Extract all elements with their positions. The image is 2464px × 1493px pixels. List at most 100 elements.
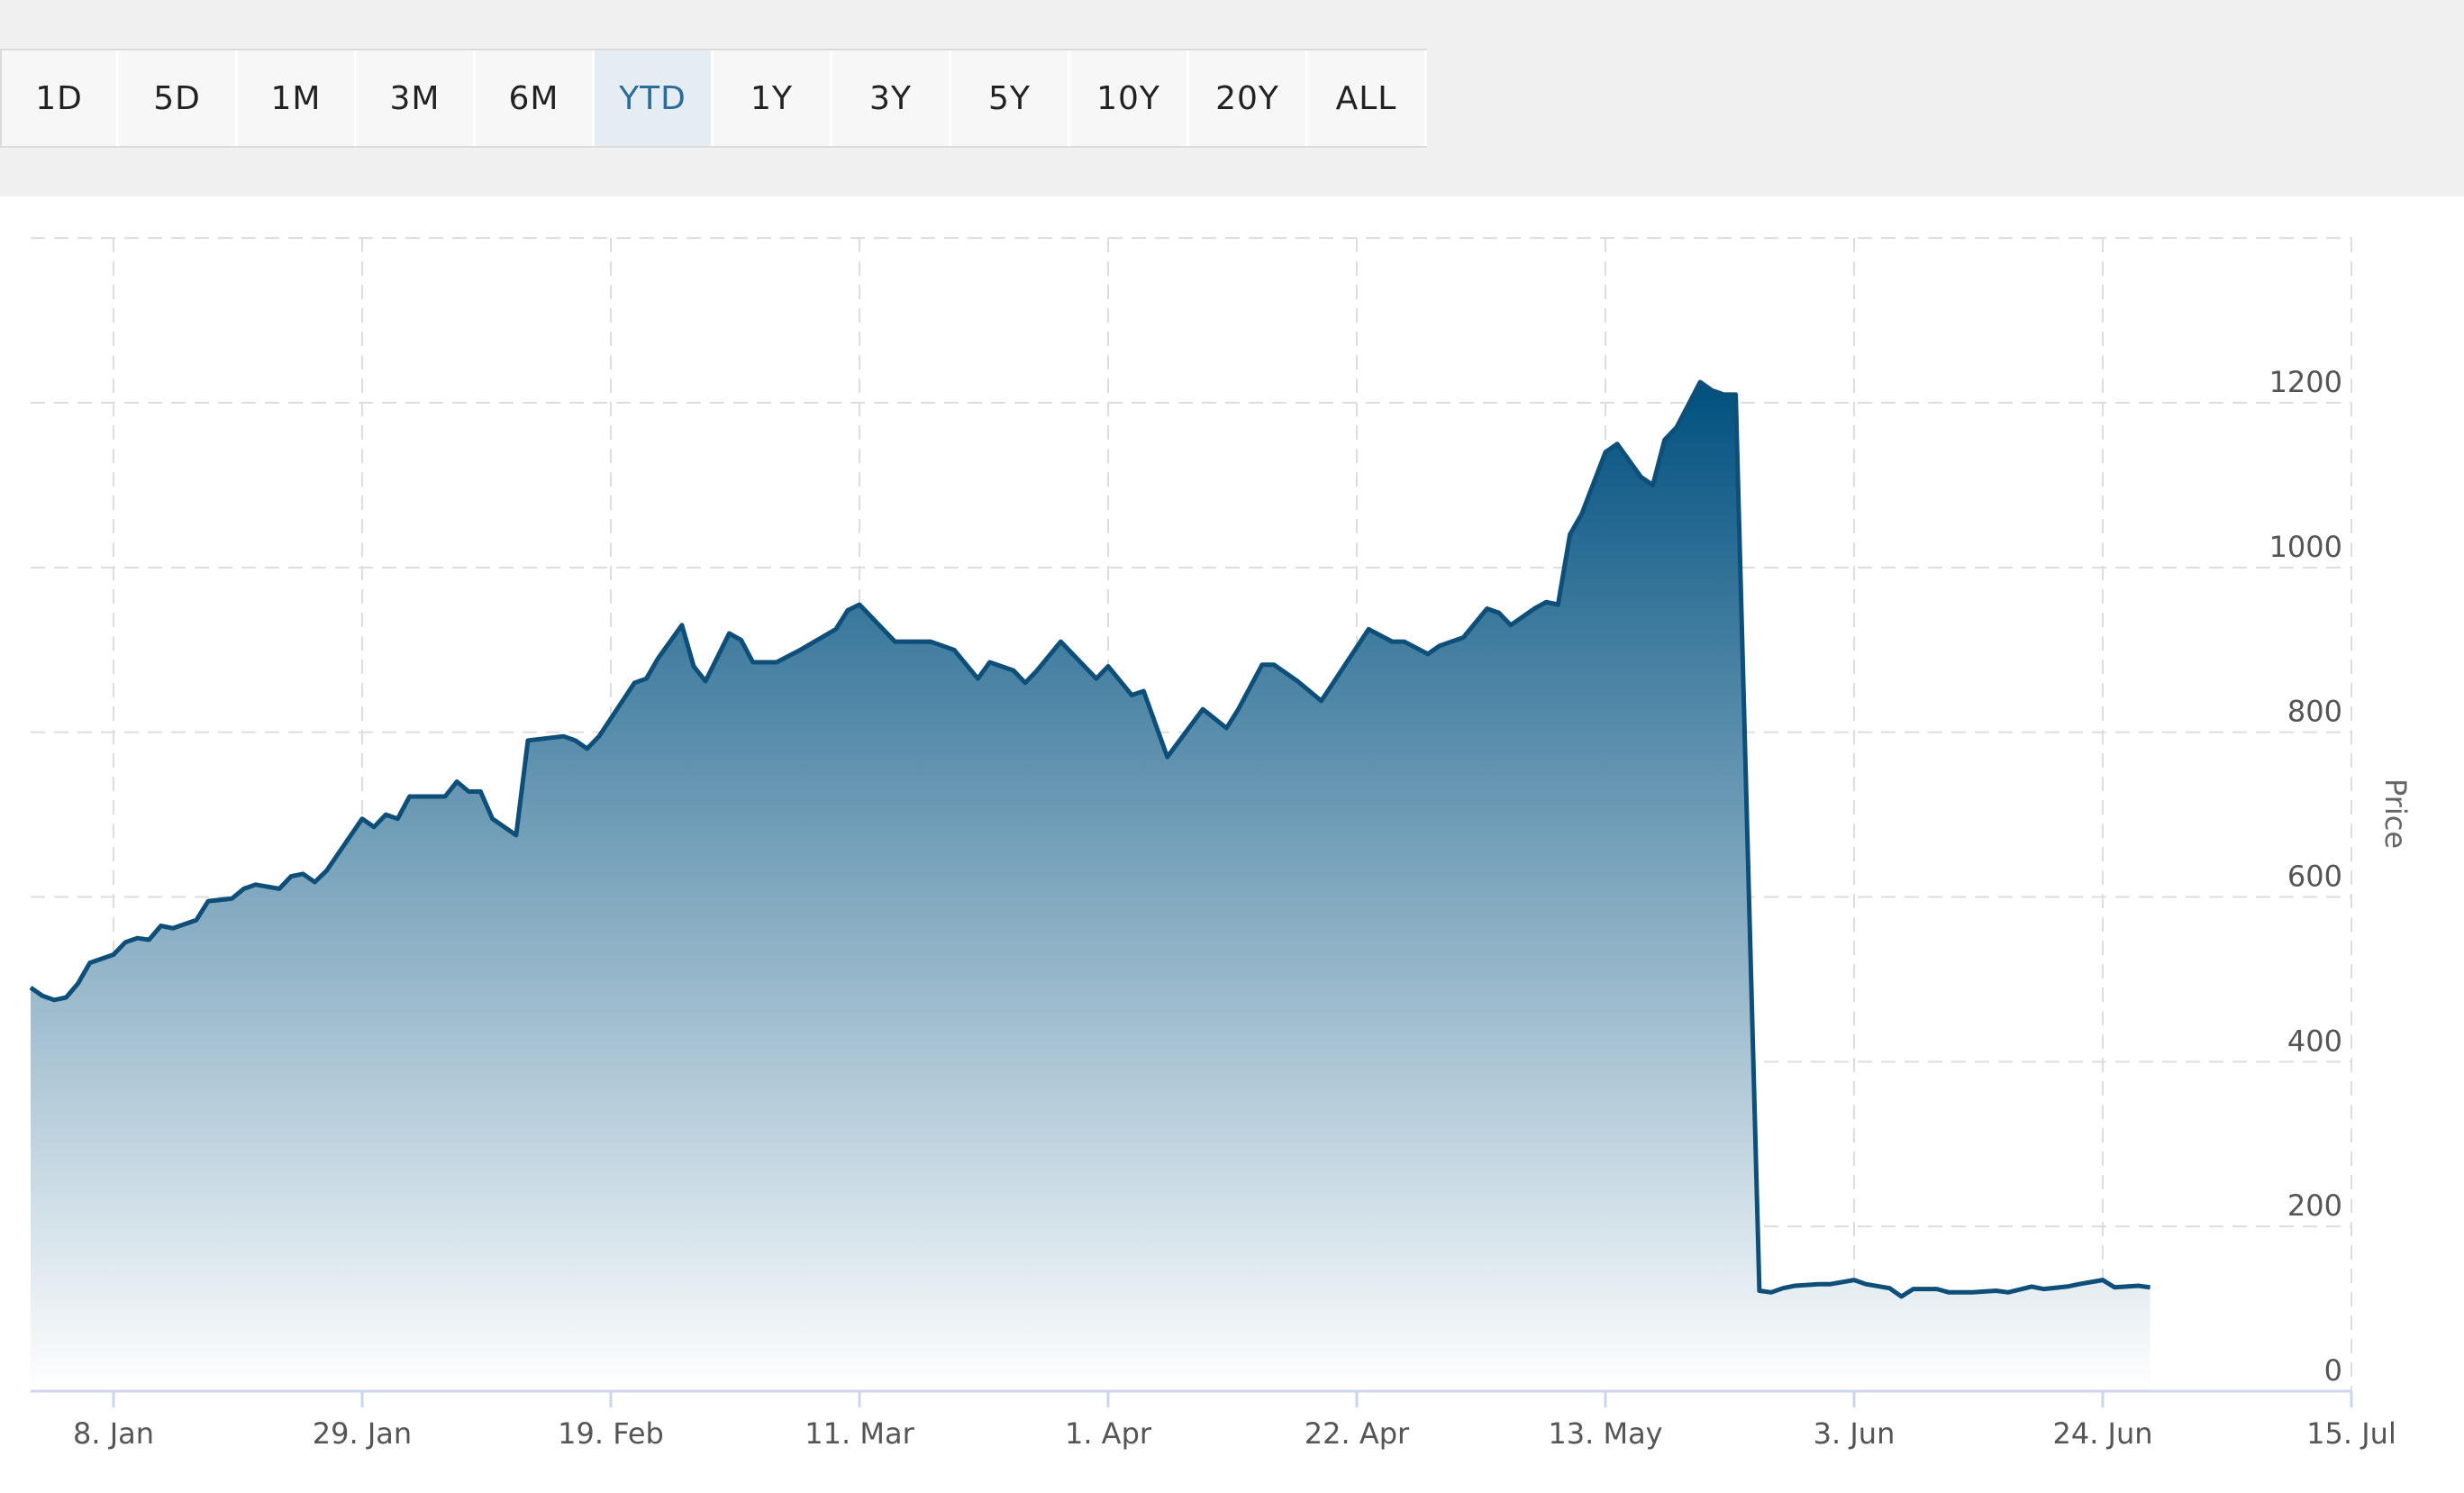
data-point[interactable]	[324, 868, 330, 873]
data-point[interactable]	[371, 824, 377, 830]
data-point[interactable]	[845, 607, 850, 613]
data-point[interactable]	[1733, 392, 1739, 397]
data-point[interactable]	[63, 995, 68, 1000]
data-point[interactable]	[253, 882, 259, 888]
data-point[interactable]	[1259, 662, 1265, 668]
data-point[interactable]	[1674, 424, 1679, 430]
data-point[interactable]	[975, 676, 980, 681]
data-point[interactable]	[514, 833, 519, 838]
data-point[interactable]	[1532, 606, 1537, 612]
data-point[interactable]	[300, 871, 305, 877]
data-point[interactable]	[1899, 1294, 1905, 1299]
data-point[interactable]	[2041, 1287, 2046, 1292]
data-point[interactable]	[51, 997, 57, 1003]
data-point[interactable]	[277, 886, 282, 891]
range-button-10y[interactable]: 10Y	[1070, 50, 1189, 146]
data-point[interactable]	[395, 816, 400, 822]
data-point[interactable]	[2065, 1284, 2070, 1289]
data-point[interactable]	[2100, 1278, 2105, 1283]
data-point[interactable]	[466, 789, 471, 795]
range-button-1d[interactable]: 1D	[2, 50, 119, 146]
data-point[interactable]	[241, 886, 247, 891]
range-button-5y[interactable]: 5Y	[951, 50, 1070, 146]
data-point[interactable]	[477, 789, 483, 795]
range-button-1m[interactable]: 1M	[238, 50, 357, 146]
data-point[interactable]	[1757, 1288, 1762, 1294]
data-point[interactable]	[1200, 706, 1205, 712]
data-point[interactable]	[1389, 639, 1395, 644]
data-point[interactable]	[1508, 623, 1514, 628]
data-point[interactable]	[1223, 725, 1229, 731]
data-point[interactable]	[1402, 639, 1407, 644]
data-point[interactable]	[40, 993, 45, 998]
data-point[interactable]	[312, 879, 317, 885]
data-point[interactable]	[1543, 599, 1549, 605]
range-button-1y[interactable]: 1Y	[714, 50, 832, 146]
data-point[interactable]	[2135, 1283, 2141, 1288]
data-point[interactable]	[288, 874, 294, 879]
data-point[interactable]	[123, 940, 128, 945]
data-point[interactable]	[596, 733, 602, 739]
data-point[interactable]	[833, 626, 839, 632]
data-point[interactable]	[1851, 1278, 1857, 1283]
data-point[interactable]	[1697, 379, 1703, 385]
data-point[interactable]	[1165, 754, 1170, 760]
data-point[interactable]	[1911, 1287, 1916, 1292]
data-point[interactable]	[1721, 392, 1726, 397]
data-point[interactable]	[1579, 511, 1585, 516]
data-point[interactable]	[1366, 626, 1371, 632]
data-point[interactable]	[1568, 532, 1573, 537]
data-point[interactable]	[1887, 1286, 1892, 1291]
data-point[interactable]	[1792, 1283, 1797, 1288]
data-point[interactable]	[892, 639, 897, 644]
data-point[interactable]	[442, 794, 448, 799]
data-point[interactable]	[1603, 450, 1608, 455]
data-point[interactable]	[1496, 610, 1502, 615]
data-point[interactable]	[679, 623, 685, 628]
data-point[interactable]	[134, 935, 140, 941]
data-point[interactable]	[2029, 1284, 2034, 1289]
data-point[interactable]	[146, 937, 151, 942]
data-point[interactable]	[691, 664, 696, 669]
data-point[interactable]	[1828, 1281, 1833, 1287]
data-point[interactable]	[1319, 698, 1324, 704]
data-point[interactable]	[407, 794, 413, 799]
data-point[interactable]	[726, 631, 732, 636]
data-point[interactable]	[359, 816, 365, 822]
range-button-3m[interactable]: 3M	[357, 50, 476, 146]
data-point[interactable]	[951, 647, 957, 652]
data-point[interactable]	[1555, 602, 1560, 607]
data-point[interactable]	[1271, 662, 1277, 668]
data-point[interactable]	[194, 917, 199, 923]
range-button-3y[interactable]: 3Y	[832, 50, 951, 146]
data-point[interactable]	[774, 660, 779, 665]
data-point[interactable]	[76, 981, 81, 987]
data-point[interactable]	[1295, 678, 1300, 684]
data-point[interactable]	[857, 602, 862, 607]
range-button-all[interactable]: ALL	[1308, 50, 1427, 146]
data-point[interactable]	[739, 637, 744, 642]
data-point[interactable]	[2005, 1289, 2011, 1295]
range-button-ytd[interactable]: YTD	[595, 50, 714, 146]
data-point[interactable]	[87, 960, 93, 966]
data-point[interactable]	[573, 738, 578, 743]
data-point[interactable]	[2112, 1285, 2117, 1290]
data-point[interactable]	[170, 925, 176, 931]
data-point[interactable]	[1863, 1281, 1868, 1287]
data-point[interactable]	[1994, 1288, 1999, 1294]
price-area-chart[interactable]: 8. Jan 29. Jan 19. Feb 11. Mar 1. Apr 22. Apr…	[0, 196, 2464, 1489]
data-point[interactable]	[229, 896, 234, 901]
data-point[interactable]	[1011, 668, 1016, 673]
data-point[interactable]	[940, 643, 945, 649]
data-point[interactable]	[656, 655, 661, 660]
data-point[interactable]	[205, 898, 211, 904]
data-point[interactable]	[454, 779, 459, 785]
data-point[interactable]	[1425, 651, 1431, 657]
data-point[interactable]	[490, 816, 496, 822]
data-point[interactable]	[1969, 1289, 1975, 1295]
data-point[interactable]	[1768, 1289, 1774, 1295]
data-point[interactable]	[383, 812, 388, 817]
data-point[interactable]	[1460, 635, 1466, 641]
data-point[interactable]	[1614, 442, 1620, 447]
data-point[interactable]	[1023, 680, 1028, 686]
